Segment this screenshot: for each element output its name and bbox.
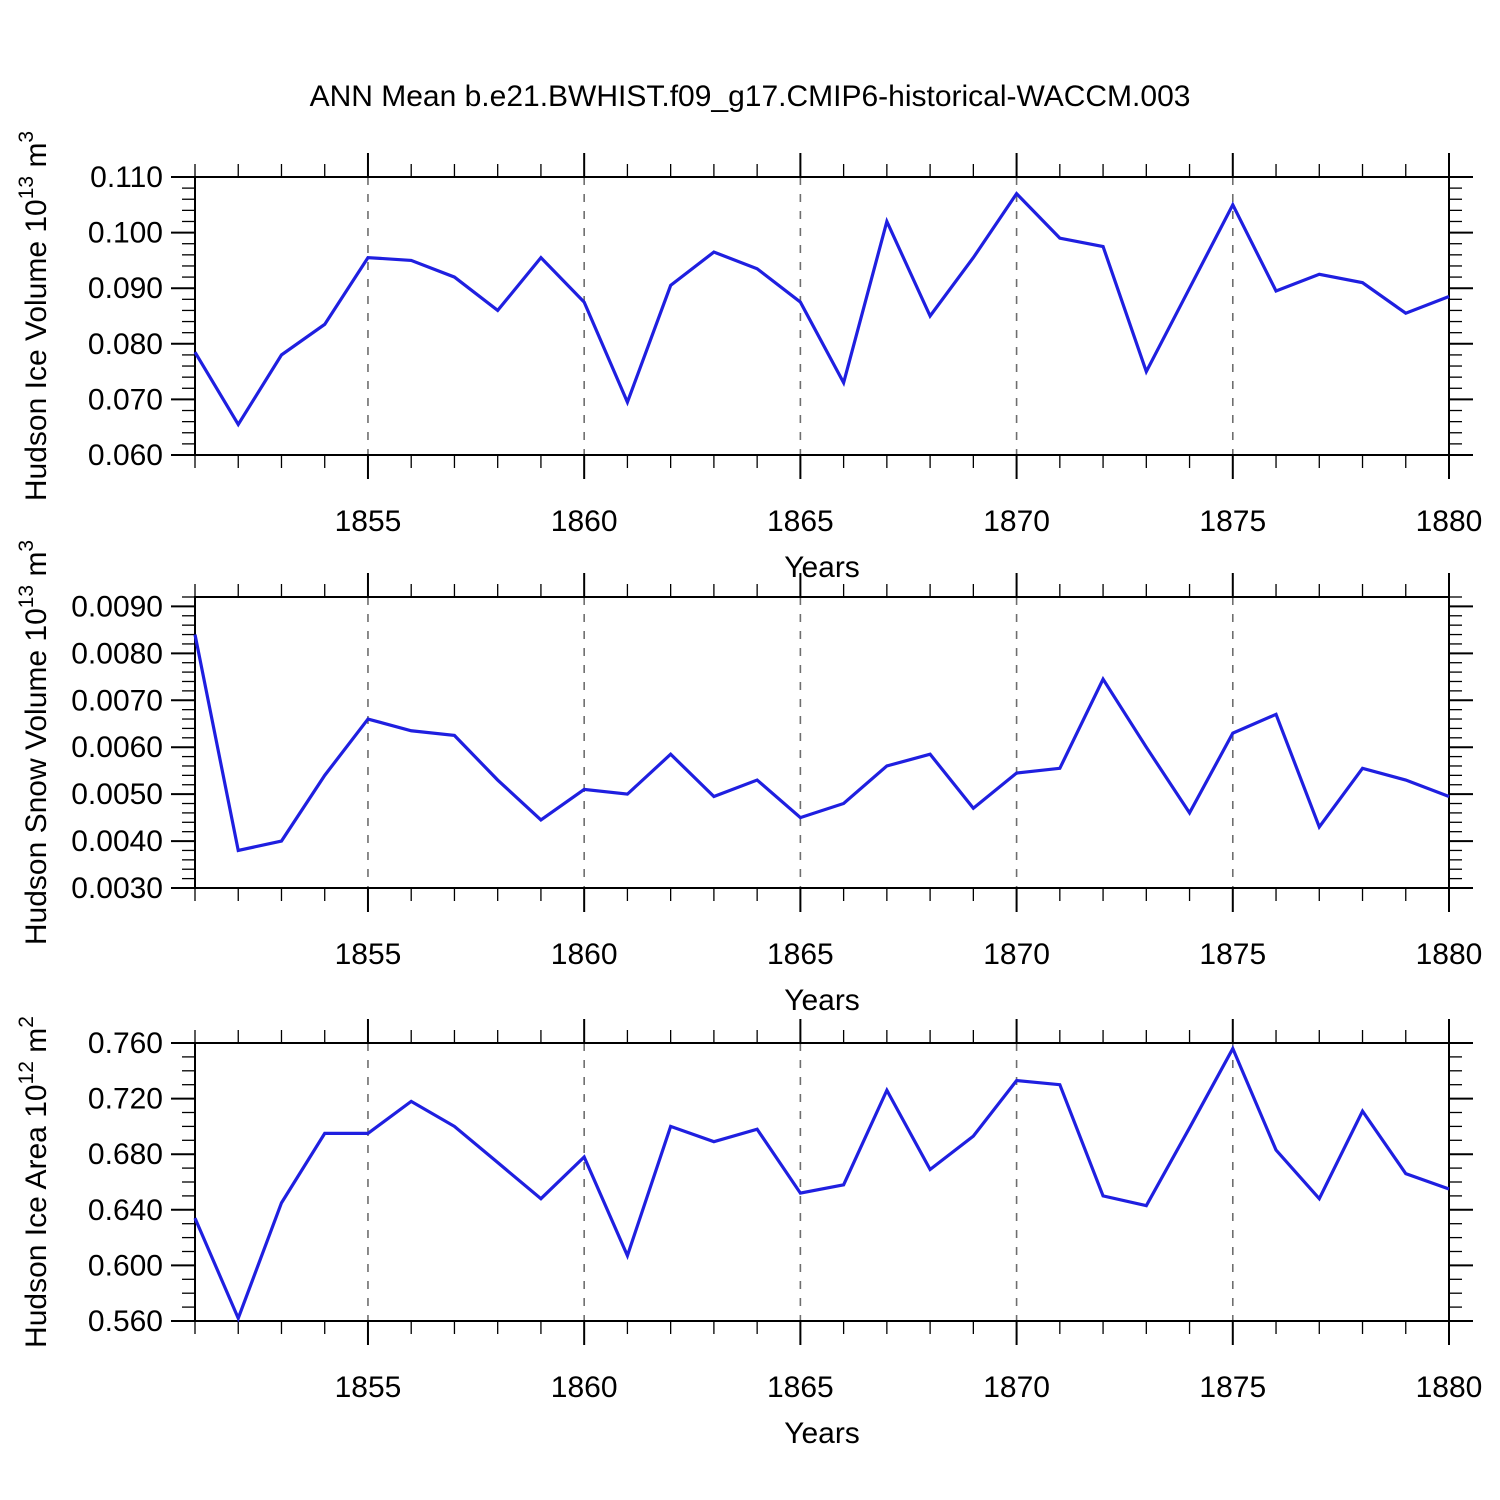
ticks — [171, 153, 1473, 479]
y-tick-label: 0.720 — [88, 1083, 163, 1116]
y-tick-label: 0.640 — [88, 1194, 163, 1227]
y-tick-label: 0.110 — [90, 161, 163, 194]
hudson-ice-area-line — [193, 1044, 1450, 1323]
y-axis-title: Hudson Ice Volume 1013 m3 — [15, 131, 53, 501]
x-axis-title: Years — [784, 984, 860, 1017]
y-tick-label: 0.0070 — [71, 684, 163, 717]
gridlines — [367, 1043, 1450, 1321]
chart-title: ANN Mean b.e21.BWHIST.f09_g17.CMIP6-hist… — [309, 80, 1191, 113]
x-tick-label: 1855 — [335, 1371, 402, 1404]
plot-border — [194, 1042, 1450, 1322]
x-axis-title: Years — [784, 551, 860, 584]
x-tick-label: 1870 — [983, 1371, 1050, 1404]
y-tick-label: 0.0030 — [71, 872, 163, 905]
y-tick-label: 0.060 — [88, 439, 163, 472]
x-tick-label: 1870 — [983, 938, 1050, 971]
x-tick-label: 1875 — [1199, 938, 1266, 971]
ticks — [171, 1019, 1473, 1345]
plot-border — [194, 596, 1450, 889]
x-tick-labels: 1855 1860 1865 1870 1875 1880 — [335, 938, 1483, 971]
x-tick-label: 1855 — [335, 938, 402, 971]
y-tick-label: 0.070 — [88, 383, 163, 416]
y-tick-labels: 0.760 0.720 0.680 0.640 0.600 0.560 — [88, 1027, 163, 1338]
x-tick-label: 1855 — [335, 505, 402, 538]
x-tick-label: 1865 — [767, 505, 834, 538]
ticks — [171, 573, 1473, 912]
x-tick-labels: 1855 1860 1865 1870 1875 1880 — [335, 505, 1483, 538]
x-tick-label: 1870 — [983, 505, 1050, 538]
y-tick-label: 0.600 — [88, 1249, 163, 1282]
y-tick-label: 0.560 — [88, 1305, 163, 1338]
x-tick-label: 1860 — [551, 505, 618, 538]
x-tick-label: 1880 — [1416, 938, 1483, 971]
gridlines — [367, 177, 1450, 455]
y-tick-label: 0.100 — [88, 217, 163, 250]
x-tick-label: 1860 — [551, 1371, 618, 1404]
y-axis-title: Hudson Ice Area 1012 m2 — [15, 1016, 53, 1348]
y-tick-label: 0.0080 — [71, 637, 163, 670]
x-tick-label: 1880 — [1416, 1371, 1483, 1404]
x-tick-label: 1860 — [551, 938, 618, 971]
y-tick-label: 0.0040 — [71, 825, 163, 858]
y-tick-label: 0.080 — [88, 328, 163, 361]
y-tick-labels: 0.0090 0.0080 0.0070 0.0060 0.0050 0.0040 0.00… — [71, 590, 163, 905]
x-tick-label: 1880 — [1416, 505, 1483, 538]
x-tick-labels: 1855 1860 1865 1870 1875 1880 — [335, 1371, 1483, 1404]
y-tick-label: 0.0060 — [71, 731, 163, 764]
hudson-snow-volume-line — [193, 634, 1450, 853]
y-tick-label: 0.760 — [88, 1027, 163, 1060]
x-tick-label: 1875 — [1199, 1371, 1266, 1404]
panel-hudson-snow-volume: 0.0090 0.0080 0.0070 0.0060 0.0050 0.0040 0.00… — [15, 540, 1482, 1017]
x-tick-label: 1865 — [767, 1371, 834, 1404]
y-tick-label: 0.0050 — [71, 778, 163, 811]
x-tick-label: 1875 — [1199, 505, 1266, 538]
y-tick-label: 0.090 — [88, 272, 163, 305]
y-tick-label: 0.680 — [88, 1138, 163, 1171]
y-tick-label: 0.0090 — [71, 590, 163, 623]
y-tick-labels: 0.110 0.100 0.090 0.080 0.070 0.060 — [88, 161, 163, 472]
hudson-ice-volume-line — [193, 191, 1450, 428]
x-axis-title: Years — [784, 1417, 860, 1450]
plot-border — [194, 176, 1450, 456]
x-tick-label: 1865 — [767, 938, 834, 971]
y-axis-title: Hudson Snow Volume 1013 m3 — [15, 540, 53, 945]
